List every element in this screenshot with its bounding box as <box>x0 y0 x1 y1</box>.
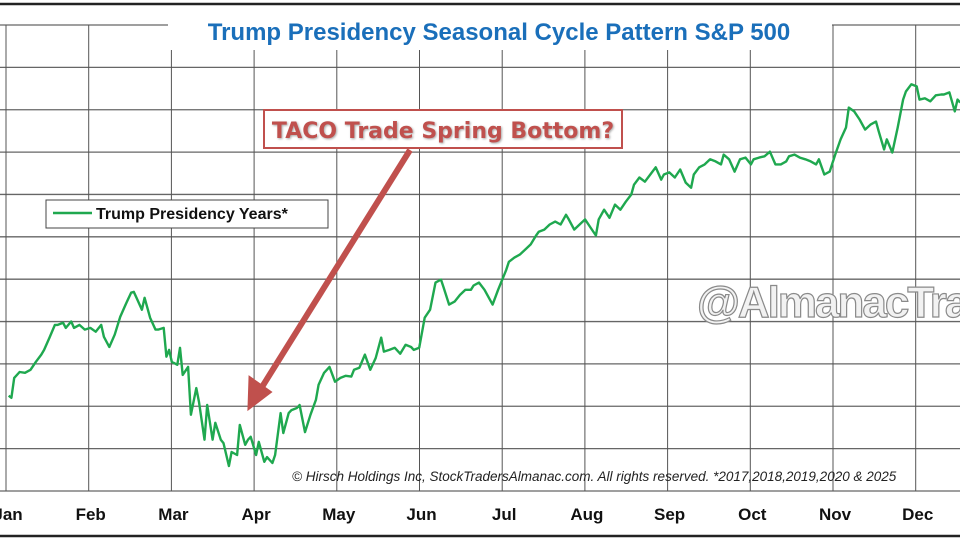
x-tick-label-oct: Oct <box>738 505 767 524</box>
x-tick-label-may: May <box>322 505 356 524</box>
annotation-arrow-shaft <box>259 148 413 389</box>
x-tick-label-sep: Sep <box>654 505 685 524</box>
x-tick-label-dec: Dec <box>902 505 933 524</box>
title-background <box>168 14 832 50</box>
legend: Trump Presidency Years* <box>45 199 329 229</box>
series-line-trump-presidency-years <box>7 83 960 468</box>
x-tick-label-jan: Jan <box>0 505 23 524</box>
x-tick-label-mar: Mar <box>158 505 189 524</box>
x-tick-label-feb: Feb <box>76 505 106 524</box>
x-axis-labels: Jan Feb Mar Apr May Jun Jul Aug Sep Oct Nov Dec <box>0 505 933 524</box>
annotation-text: TACO Trade Spring Bottom? <box>272 119 614 144</box>
legend-box <box>45 199 329 229</box>
x-tick-label-apr: Apr <box>241 505 271 524</box>
annotation-arrowhead-icon <box>247 375 273 412</box>
x-tick-label-jul: Jul <box>492 505 517 524</box>
legend-label: Trump Presidency Years* <box>96 206 289 223</box>
annotation-box <box>263 109 623 149</box>
gridlines <box>0 24 960 492</box>
chart-title: Trump Presidency Seasonal Cycle Pattern … <box>208 19 791 46</box>
x-tick-label-nov: Nov <box>819 505 852 524</box>
copyright-note: © Hirsch Holdings Inc, StockTradersAlman… <box>292 469 897 484</box>
annotation: TACO Trade Spring Bottom? <box>247 109 623 412</box>
x-tick-label-aug: Aug <box>570 505 603 524</box>
watermark: @AlmanacTrader <box>697 278 960 327</box>
x-tick-label-jun: Jun <box>406 505 436 524</box>
